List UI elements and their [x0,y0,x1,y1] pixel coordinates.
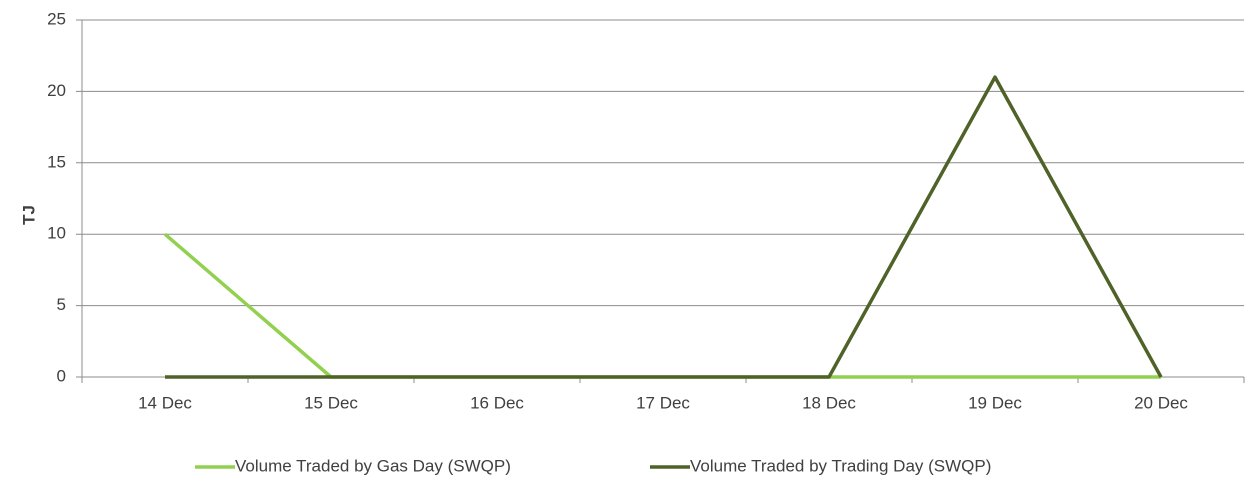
x-tick-label: 14 Dec [138,393,192,412]
y-tick-label: 0 [57,366,66,385]
y-tick-label: 25 [47,9,66,28]
y-tick-label: 15 [47,152,66,171]
y-axis-label: TJ [19,205,38,225]
x-tick-label: 19 Dec [968,393,1022,412]
legend-label: Volume Traded by Trading Day (SWQP) [690,456,991,475]
legend-label: Volume Traded by Gas Day (SWQP) [235,456,511,475]
x-tick-label: 18 Dec [802,393,856,412]
series-line [165,75,1163,379]
y-tick-label: 5 [57,295,66,314]
y-tick-label: 20 [47,81,66,100]
x-tick-label: 20 Dec [1134,393,1188,412]
x-tick-label: 15 Dec [304,393,358,412]
x-tick-label: 17 Dec [636,393,690,412]
y-tick-label: 10 [47,224,66,243]
x-tick-label: 16 Dec [470,393,524,412]
